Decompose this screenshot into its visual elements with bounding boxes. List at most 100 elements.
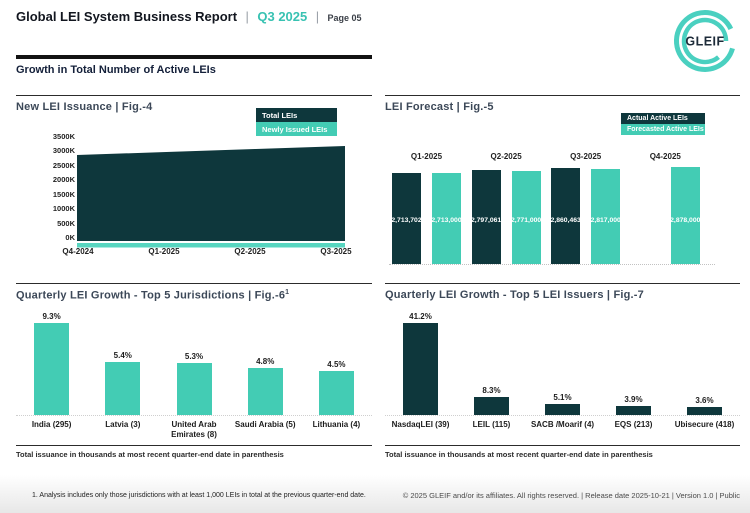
fig6-barzone: 4.5%	[318, 311, 354, 415]
fig6-column: 4.8% Saudi Arabia (5)	[230, 311, 301, 440]
fig5-quarter-label: Q4-2025	[649, 152, 681, 161]
fig6-category-label: United Arab Emirates (8)	[171, 420, 217, 439]
fig7-barzone: 3.6%	[687, 311, 722, 415]
gleif-logo-text: GLEIF	[685, 35, 724, 49]
fig5-quarter-label: Q1-2025	[410, 152, 443, 161]
fig5-quarter-label: Q2-2025	[490, 152, 522, 161]
fig5-panel: LEI Forecast | Fig.-5 Actual Active LEIs…	[385, 95, 740, 275]
fig7-column: 41.2% NasdaqLEI (39)	[385, 311, 456, 430]
fig6-caption-rule	[16, 445, 372, 446]
fig6-column: 5.4% Latvia (3)	[87, 311, 158, 440]
fig7-bar	[474, 396, 509, 415]
fig6-bar	[34, 323, 70, 415]
fig5-forecast-bar: 2,713,000	[431, 172, 462, 264]
legend-label: Newly Issued LEIs	[262, 124, 328, 134]
legend-newly-issued-leis: Newly Issued LEIs	[256, 122, 337, 136]
fig6-column: 9.3% India (295)	[16, 311, 87, 440]
fig5-actual-bar: 2,797,061	[471, 169, 501, 264]
footer-shade	[0, 475, 750, 513]
fig7-bars: 41.2% NasdaqLEI (39) 8.3% LEIL (115) 5.1% SAC…	[385, 311, 740, 430]
fig7-column: 3.9% EQS (213)	[598, 311, 669, 430]
fig6-category-label: Lithuania (4)	[312, 420, 361, 429]
fig7-barzone: 8.3%	[474, 311, 509, 415]
header-divider: |	[245, 9, 249, 24]
fig4-area-chart	[77, 146, 345, 248]
fig7-caption-rule	[385, 445, 740, 446]
header-divider: |	[315, 9, 320, 24]
fig6-baseline	[16, 415, 372, 416]
fig6-category-label: India (295)	[31, 420, 72, 429]
page-number: Page 05	[327, 13, 362, 23]
fig6-bar	[105, 361, 141, 415]
fig7-bar	[687, 407, 722, 415]
fig7-barzone: 41.2%	[403, 311, 438, 415]
fig6-column: 5.3% United Arab Emirates (8)	[158, 311, 229, 440]
fig7-barzone: 5.1%	[545, 311, 580, 415]
fig5-actual-bar: 2,713,702	[391, 172, 422, 264]
fig5-group: Q3-2025 2,860,463 2,817,000	[551, 152, 621, 264]
fig5-group: Q2-2025 2,797,061 2,771,000	[471, 152, 541, 264]
fig4-y-tick: 2500K	[52, 160, 75, 170]
fig6-bar	[247, 367, 283, 415]
fig6-title: Quarterly LEI Growth - Top 5 Jurisdictio…	[16, 289, 290, 302]
fig5-group: Q4-2025 2,878,000	[631, 152, 700, 264]
fig6-panel: Quarterly LEI Growth - Top 5 Jurisdictio…	[16, 283, 372, 463]
fig5-bar-value: 2,713,000	[431, 217, 462, 224]
fig5-legend: Actual Active LEIs Forecasted Active LEI…	[621, 113, 705, 135]
fig7-column: 8.3% LEIL (115)	[456, 311, 527, 430]
fig6-bar	[176, 362, 212, 415]
report-header: Global LEI System Business Report | Q3 2…	[16, 8, 362, 26]
fig6-barzone: 9.3%	[34, 311, 70, 415]
fig4-x-label: Q2-2025	[234, 247, 266, 256]
panel-rule	[16, 283, 372, 284]
fig7-value-label: 41.2%	[409, 312, 432, 321]
fig6-category-label: Latvia (3)	[105, 420, 141, 429]
fig5-bar-value: 2,817,000	[590, 217, 621, 224]
fig7-panel: Quarterly LEI Growth - Top 5 LEI Issuers…	[385, 283, 740, 463]
fig6-value-label: 4.8%	[256, 356, 275, 366]
fig7-bar	[403, 323, 438, 415]
fig6-category-label: Saudi Arabia (5)	[234, 420, 296, 429]
fig7-caption: Total issuance in thousands at most rece…	[385, 450, 653, 459]
fig5-forecast-bar: 2,878,000	[670, 167, 700, 264]
fig5-bar-value: 2,713,702	[391, 217, 422, 224]
fig7-bar	[616, 406, 651, 415]
fig5-bars: 2,878,000	[631, 167, 700, 264]
fig5-bar-value: 2,797,061	[470, 217, 502, 224]
fig5-forecast-bar: 2,771,000	[511, 170, 541, 264]
copyright: © 2025 GLEIF and/or its affiliates. All …	[402, 491, 740, 500]
fig5-bars: 2,713,702 2,713,000	[391, 167, 462, 264]
fig4-panel: New LEI Issuance | Fig.-4 Total LEIs New…	[16, 95, 372, 275]
fig7-title: Quarterly LEI Growth - Top 5 LEI Issuers…	[385, 289, 644, 301]
fig4-y-tick: 2000K	[52, 175, 75, 185]
fig6-barzone: 5.3%	[176, 311, 212, 415]
fig4-y-tick: 0K	[65, 232, 75, 242]
fig5-group: Q1-2025 2,713,702 2,713,000	[391, 152, 462, 264]
fig7-baseline	[385, 415, 740, 416]
fig5-bar-groups: Q1-2025 2,713,702 2,713,000 Q2-2025 2,797,06…	[391, 152, 700, 264]
fig6-caption: Total issuance in thousands at most rece…	[16, 450, 284, 459]
fig6-bars: 9.3% India (295) 5.4% Latvia (3) 5.3% United …	[16, 311, 372, 440]
legend-forecasted-active-leis: Forecasted Active LEIs	[621, 124, 705, 135]
fig6-barzone: 5.4%	[105, 311, 141, 415]
fig7-category-label: Ubisecure (418)	[674, 420, 735, 429]
fig7-value-label: 3.9%	[624, 395, 643, 405]
panel-rule	[16, 95, 372, 96]
legend-total-leis: Total LEIs	[256, 108, 337, 122]
fig5-baseline	[389, 264, 715, 265]
fig6-barzone: 4.8%	[247, 311, 283, 415]
fig7-bar	[545, 403, 580, 415]
fig4-total-area	[77, 146, 345, 241]
fig6-value-label: 5.3%	[184, 351, 204, 361]
fig6-column: 4.5% Lithuania (4)	[301, 311, 372, 440]
fig4-y-tick: 1500K	[52, 189, 75, 199]
fig4-legend: Total LEIs Newly Issued LEIs	[256, 108, 337, 136]
fig5-title: LEI Forecast | Fig.-5	[385, 101, 494, 113]
fig7-column: 5.1% SACB /Moarif (4)	[527, 311, 598, 430]
fig4-y-axis: 3500K 3000K 2500K 2000K 1500K 1000K 500K 0K	[30, 132, 75, 243]
fig5-bar-value: 2,878,000	[670, 217, 701, 224]
fig4-y-tick: 3500K	[52, 132, 75, 141]
gleif-logo: GLEIF	[668, 4, 742, 83]
panel-rule	[385, 283, 740, 284]
